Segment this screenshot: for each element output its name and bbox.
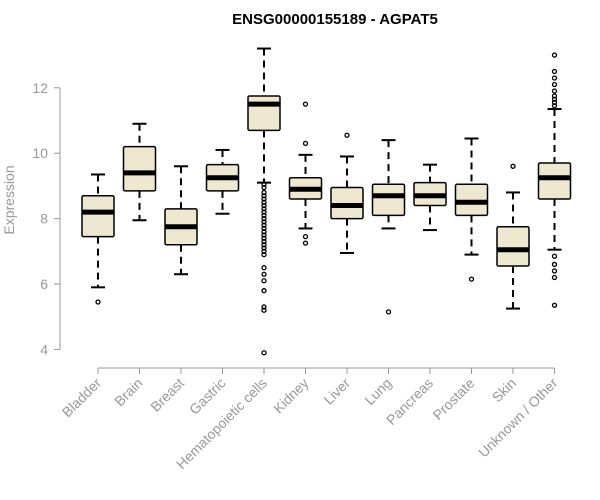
outlier-point: [551, 302, 558, 308]
outlier-point: [261, 245, 267, 251]
outlier-point: [261, 242, 267, 248]
outlier-point: [261, 225, 267, 232]
outlier-point: [261, 278, 267, 284]
box-1: [122, 122, 157, 222]
outlier-point: [261, 209, 267, 215]
outlier-point: [261, 235, 267, 241]
outlier-point: [302, 101, 309, 107]
outlier-point: [344, 132, 350, 138]
box-4: [247, 47, 281, 356]
y-tick-label: 6: [40, 276, 48, 292]
box-7: [371, 139, 406, 315]
x-tick-label: Lung: [361, 375, 394, 408]
outlier-point: [261, 238, 267, 245]
outlier-point: [261, 189, 267, 196]
box-iqr: [247, 95, 281, 132]
outlier-point: [551, 99, 558, 106]
outlier-point: [261, 215, 267, 222]
outlier-point: [551, 274, 558, 281]
x-tick-label: Liver: [320, 375, 353, 408]
outlier-point: [551, 268, 558, 274]
outlier-point: [261, 232, 267, 238]
outlier-point: [302, 240, 309, 246]
outlier-point: [261, 193, 267, 199]
x-tick-label: Skin: [489, 375, 520, 406]
outlier-point: [551, 81, 558, 88]
y-tick-label: 4: [40, 341, 48, 357]
box-iqr: [371, 183, 406, 217]
outlier-point: [261, 199, 267, 205]
x-tick-label: Bladder: [59, 375, 105, 421]
outlier-point: [302, 140, 309, 147]
box-10: [496, 163, 530, 310]
outlier-point: [551, 96, 558, 102]
box-0: [81, 173, 115, 305]
y-tick-label: 8: [40, 211, 48, 227]
chart-title: ENSG00000155189 - AGPAT5: [232, 11, 438, 28]
outlier-point: [261, 304, 267, 310]
box-iqr: [122, 145, 157, 192]
outlier-point: [551, 261, 558, 268]
box-iqr: [81, 194, 115, 238]
x-tick-label: Kidney: [270, 375, 312, 417]
y-tick-label: 10: [32, 145, 48, 161]
outlier-point: [551, 93, 558, 99]
box-6: [330, 132, 364, 254]
outlier-point: [261, 248, 267, 254]
box-8: [413, 163, 447, 232]
outlier-point: [95, 299, 101, 305]
x-tick-label: Unknown / Other: [475, 375, 561, 461]
box-iqr: [496, 226, 530, 267]
box-2: [164, 165, 198, 276]
outlier-point: [261, 307, 267, 313]
box-3: [205, 148, 240, 215]
outlier-point: [261, 251, 267, 258]
x-tick-label: Breast: [147, 375, 187, 415]
outlier-point: [302, 233, 309, 240]
outlier-point: [261, 222, 267, 228]
box-11: [537, 52, 572, 308]
outlier-point: [261, 202, 267, 209]
outlier-point: [261, 350, 267, 356]
outlier-point: [468, 276, 475, 282]
outlier-point: [261, 287, 267, 294]
outlier-point: [261, 206, 267, 212]
outlier-point: [261, 219, 267, 225]
boxes-group: [81, 47, 572, 356]
outlier-point: [261, 271, 267, 277]
outlier-point: [261, 196, 267, 202]
y-axis-label: Expression: [1, 165, 17, 234]
outlier-point: [261, 212, 267, 219]
outlier-point: [261, 184, 267, 191]
outlier-point: [261, 265, 267, 271]
outlier-point: [551, 253, 558, 259]
box-9: [454, 137, 489, 282]
outlier-point: [551, 103, 558, 109]
outlier-point: [261, 229, 267, 235]
outlier-point: [551, 52, 558, 58]
x-tick-label: Prostate: [429, 375, 477, 423]
x-tick-label: Brain: [111, 375, 145, 409]
box-iqr: [537, 162, 572, 200]
outlier-point: [385, 309, 392, 315]
outlier-point: [261, 181, 267, 187]
outlier-point: [510, 163, 516, 169]
outlier-point: [551, 68, 558, 75]
y-axis: 4 6 8 10 12: [32, 80, 61, 357]
outlier-point: [551, 75, 558, 81]
outlier-point: [551, 88, 558, 94]
y-tick-label: 12: [32, 80, 48, 96]
box-5: [288, 101, 323, 246]
